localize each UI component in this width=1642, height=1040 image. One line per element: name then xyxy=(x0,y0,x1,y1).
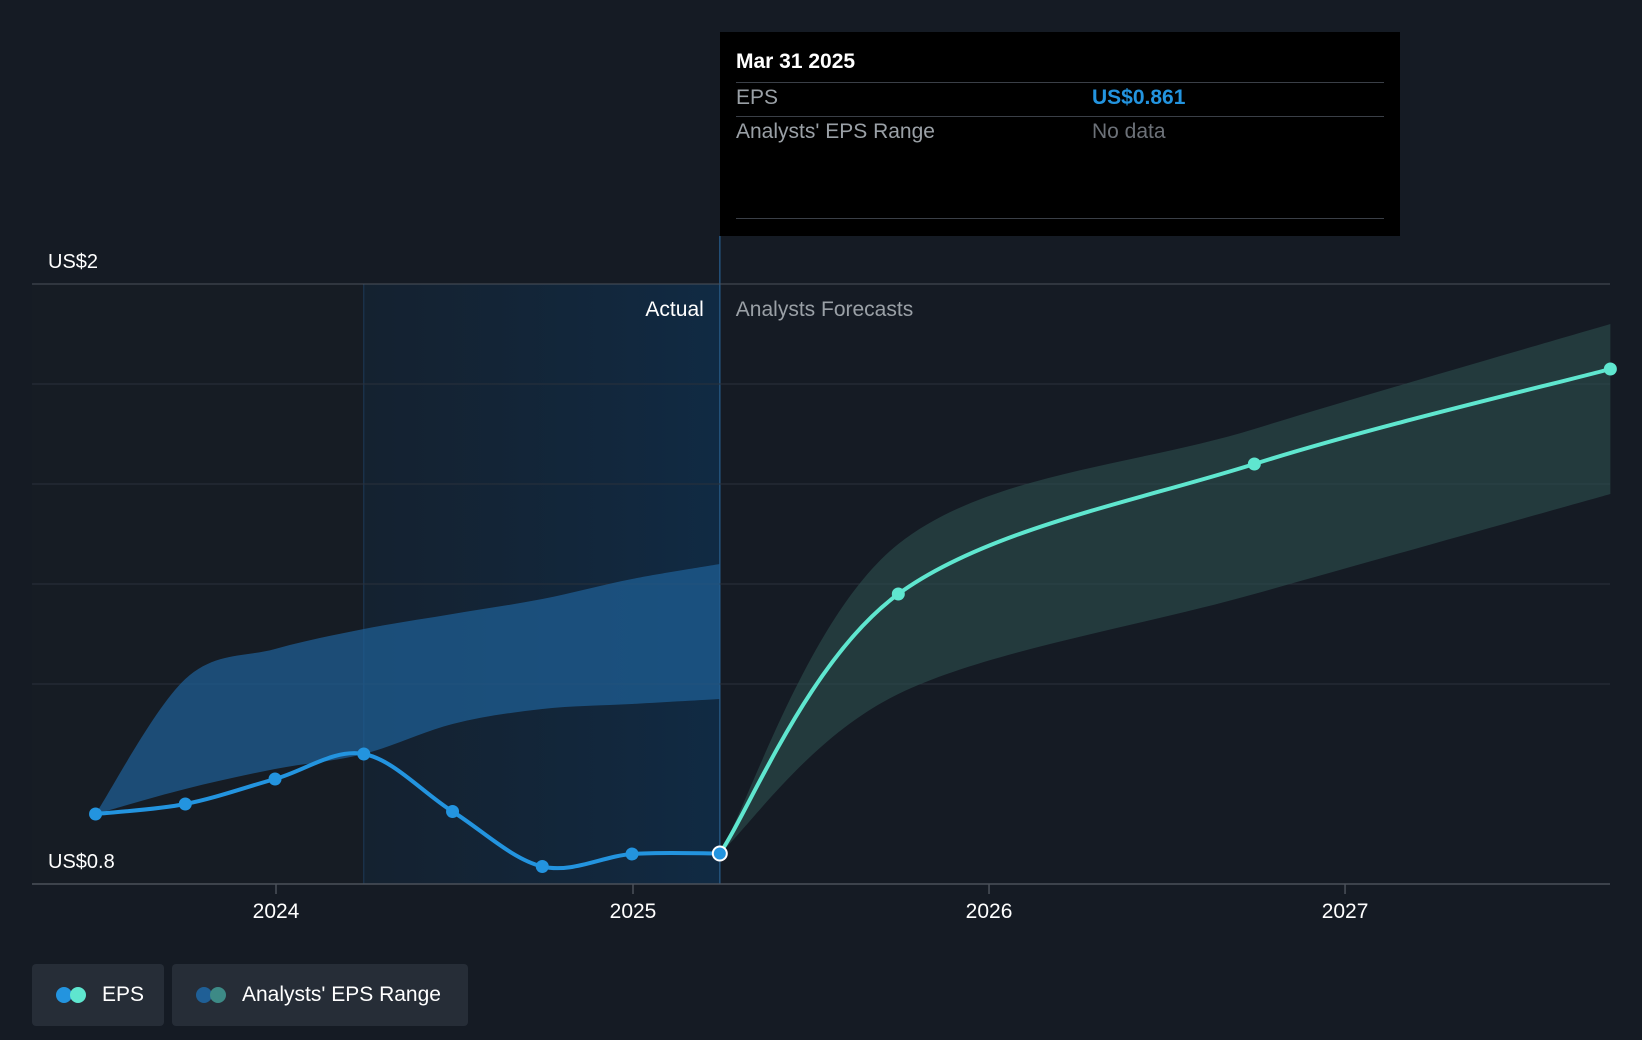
eps-actual-point xyxy=(357,747,371,761)
eps-forecast-point xyxy=(1603,362,1617,376)
legend-range-swatch xyxy=(196,987,226,1003)
x-tick-label: 2024 xyxy=(253,900,300,923)
eps-forecast-line xyxy=(717,367,1613,856)
eps-forecast-point xyxy=(891,587,905,601)
eps-actual-point xyxy=(446,805,460,818)
actual-region-label: Actual xyxy=(645,298,703,321)
eps-actual-point xyxy=(625,847,639,861)
eps-actual-point xyxy=(535,860,549,873)
y-axis-label-bottom: US$0.8 xyxy=(48,851,115,873)
highlighted-point xyxy=(711,845,728,862)
tooltip-eps-value: US$0.861 xyxy=(1092,86,1186,109)
eps-actual-point xyxy=(89,807,103,821)
tooltip-range-value: No data xyxy=(1092,120,1166,143)
eps-actual-line xyxy=(93,751,722,871)
tooltip-divider xyxy=(736,218,1384,219)
eps-range-area-forecast xyxy=(719,324,1611,854)
tooltip: Mar 31 2025 EPS US$0.861 Analysts' EPS R… xyxy=(720,32,1400,236)
tooltip-eps-label: EPS xyxy=(736,86,779,109)
tooltip-divider xyxy=(736,82,1384,83)
tooltip-range-label: Analysts' EPS Range xyxy=(736,120,935,143)
forecast-region-label: Analysts Forecasts xyxy=(736,298,913,321)
legend-eps-button[interactable]: EPS xyxy=(32,964,164,1026)
eps-actual-point xyxy=(178,797,192,811)
eps-range-area-past xyxy=(95,564,720,814)
legend-range-label: Analysts' EPS Range xyxy=(242,983,441,1006)
legend-eps-swatch xyxy=(56,987,86,1003)
legend-eps-label: EPS xyxy=(102,983,145,1006)
legend-range-button[interactable]: Analysts' EPS Range xyxy=(172,964,468,1026)
tooltip-date: Mar 31 2025 xyxy=(736,50,856,73)
x-tick-label: 2025 xyxy=(610,900,657,923)
eps-actual-point xyxy=(268,772,282,786)
eps-forecast-point xyxy=(1247,457,1261,471)
tooltip-divider xyxy=(736,116,1384,117)
x-tick-label: 2026 xyxy=(966,900,1013,923)
x-tick-label: 2027 xyxy=(1322,900,1369,923)
y-axis-label-top: US$2 xyxy=(48,251,98,273)
